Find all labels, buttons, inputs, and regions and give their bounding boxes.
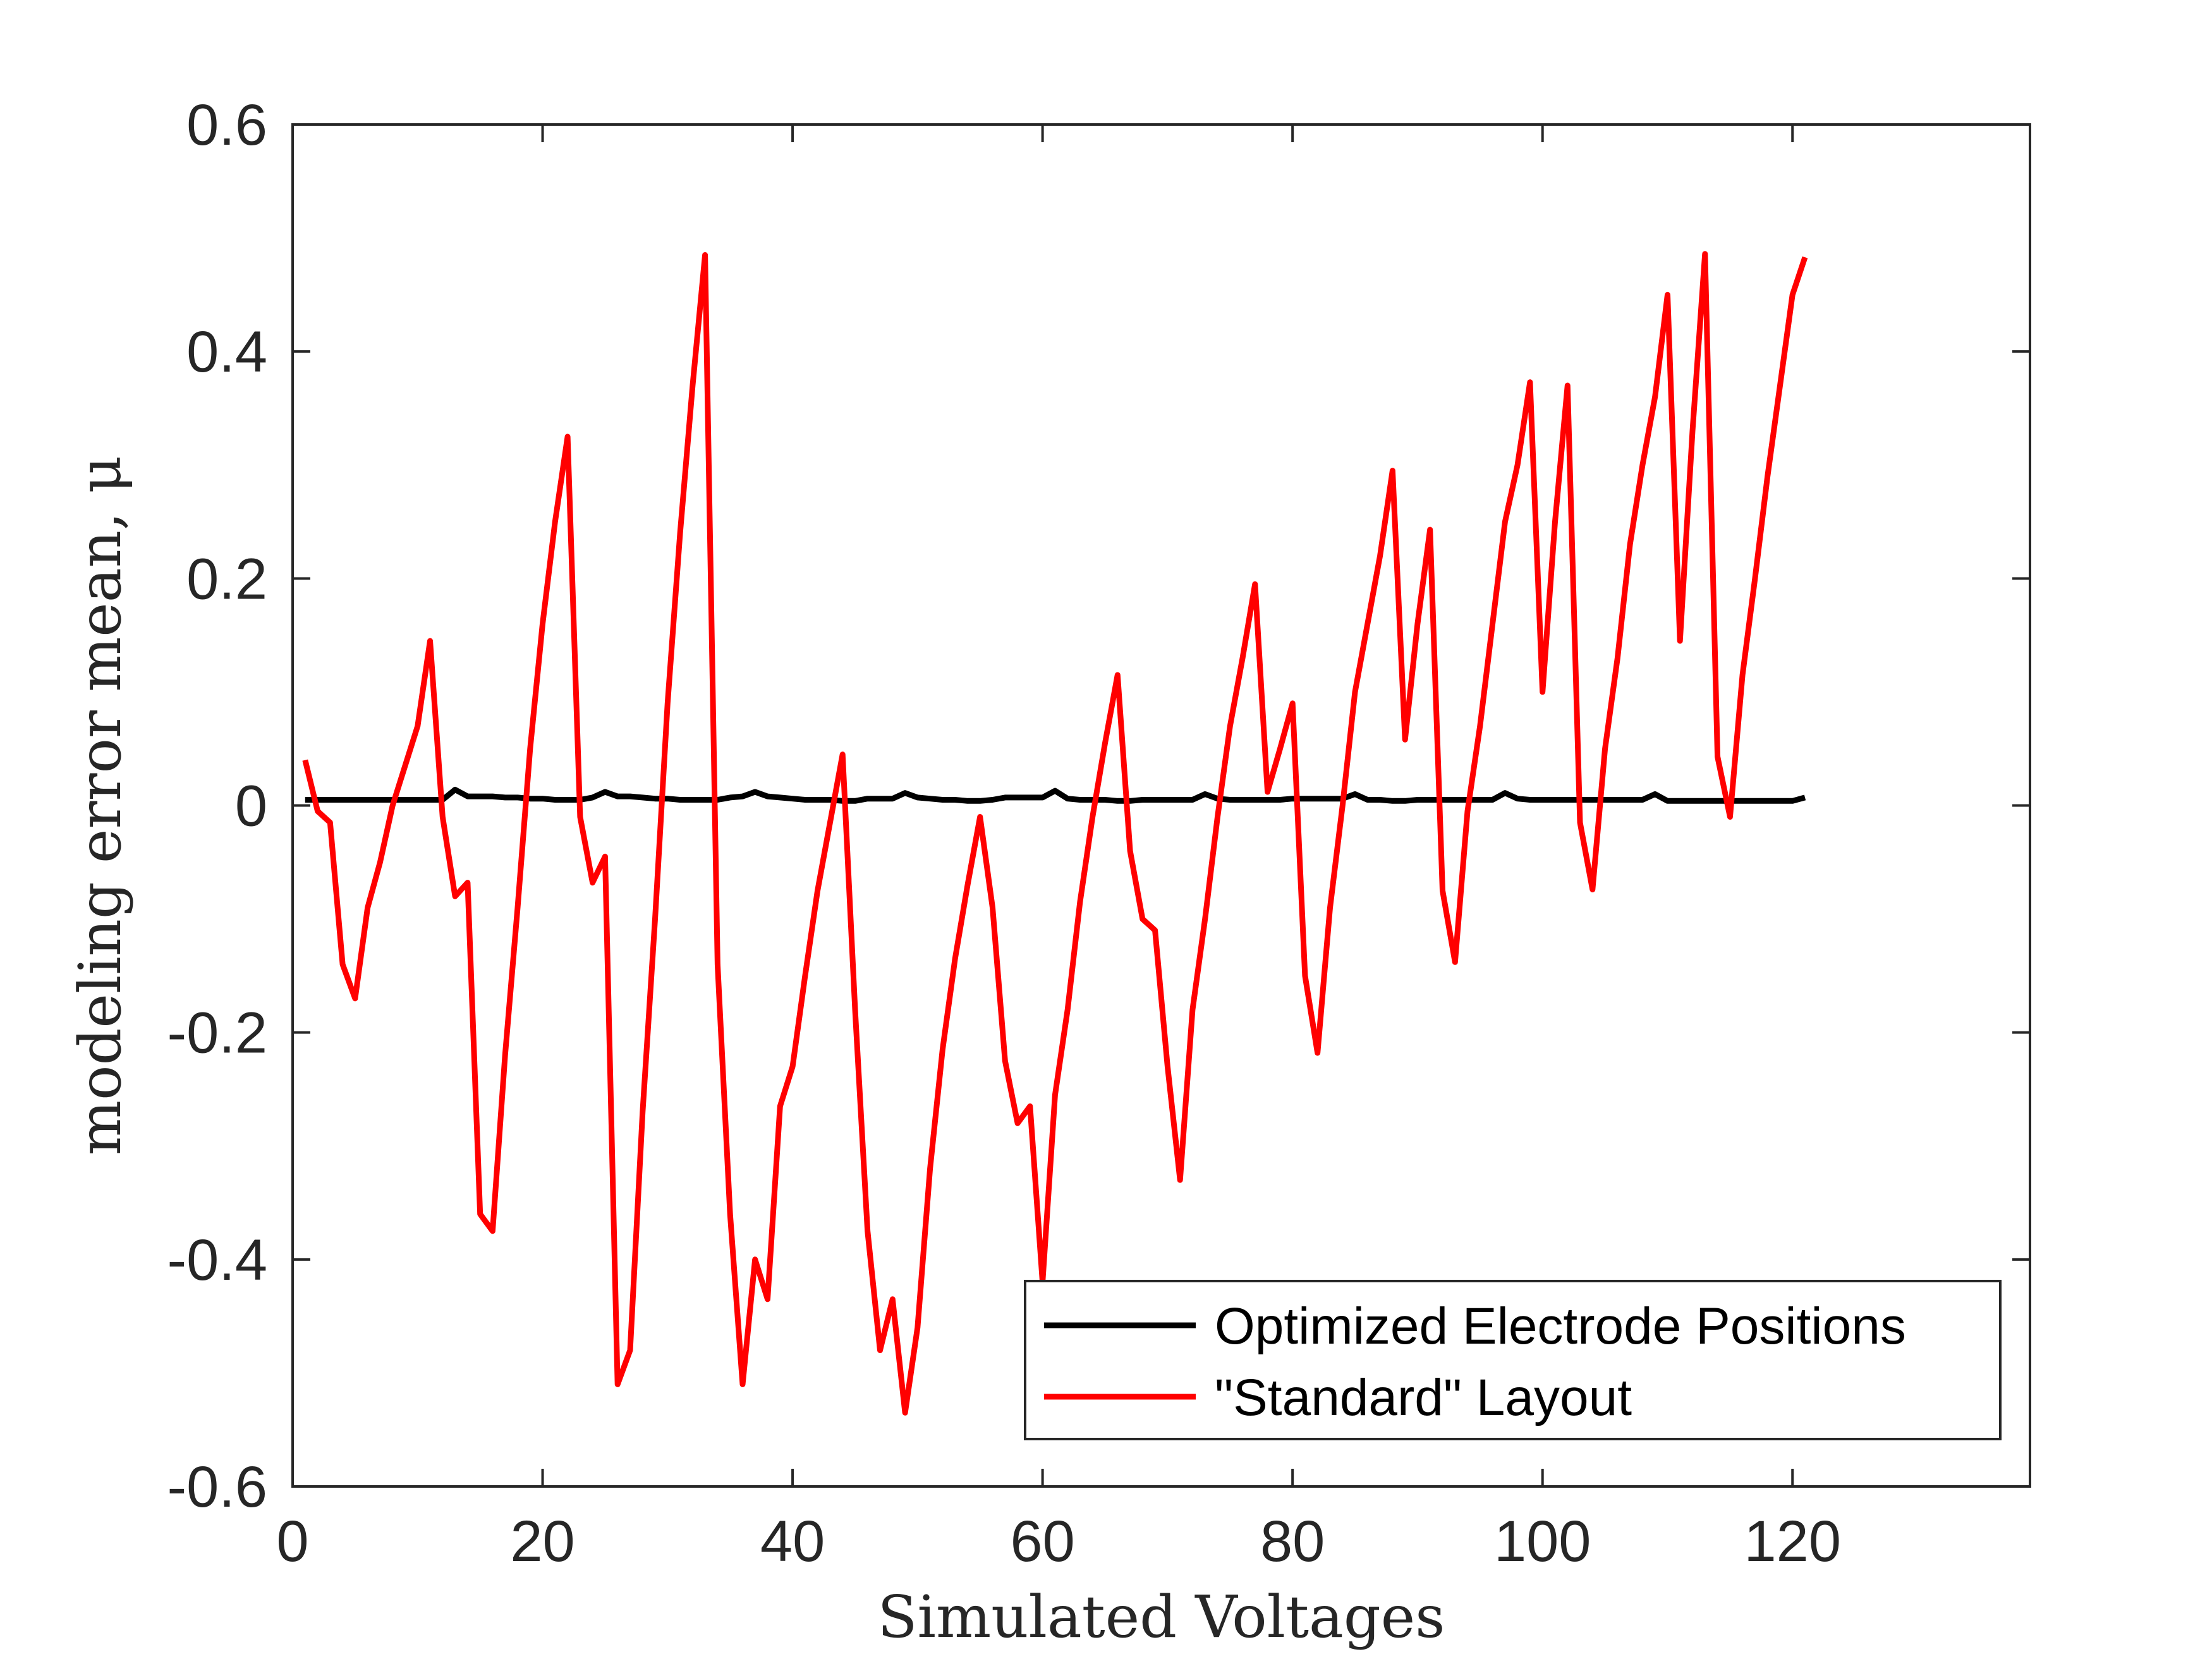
legend-label-standard: "Standard" Layout	[1215, 1369, 1632, 1426]
y-tick-label-4: 0.2	[186, 547, 267, 611]
tick-labels: 0 20 40 60 80 100 120 -0.6 -0.4 -0.2 0 0.2 0.4 0.6	[167, 93, 1841, 1574]
x-tick-label-2: 40	[760, 1509, 825, 1574]
legend-label-optimized: Optimized Electrode Positions	[1215, 1297, 1906, 1355]
x-tick-label-3: 60	[1010, 1509, 1074, 1574]
x-tick-label-4: 80	[1260, 1509, 1325, 1574]
series-line-1	[302, 251, 1808, 1416]
x-tick-label-5: 100	[1494, 1509, 1591, 1574]
ticks-layer	[291, 123, 2030, 1488]
legend-box	[1024, 1280, 2002, 1440]
y-tick-label-1: -0.4	[167, 1228, 267, 1292]
y-axis-title: modeling error mean, μ	[66, 456, 134, 1155]
x-tick-label-6: 120	[1744, 1509, 1841, 1574]
x-tick-label-1: 20	[510, 1509, 574, 1574]
y-tick-label-2: -0.2	[167, 1001, 267, 1066]
y-tick-label-6: 0.6	[186, 93, 267, 157]
legend: Optimized Electrode Positions "Standard"…	[1024, 1280, 2002, 1440]
series-line-0	[305, 786, 1806, 804]
y-tick-label-3: 0	[235, 774, 267, 839]
y-tick-label-5: 0.4	[186, 320, 267, 384]
series-layer	[302, 251, 1808, 1416]
y-tick-label-0: -0.6	[167, 1455, 267, 1519]
x-tick-label-0: 0	[276, 1509, 308, 1574]
x-axis-title: Simulated Voltages	[878, 1583, 1445, 1651]
